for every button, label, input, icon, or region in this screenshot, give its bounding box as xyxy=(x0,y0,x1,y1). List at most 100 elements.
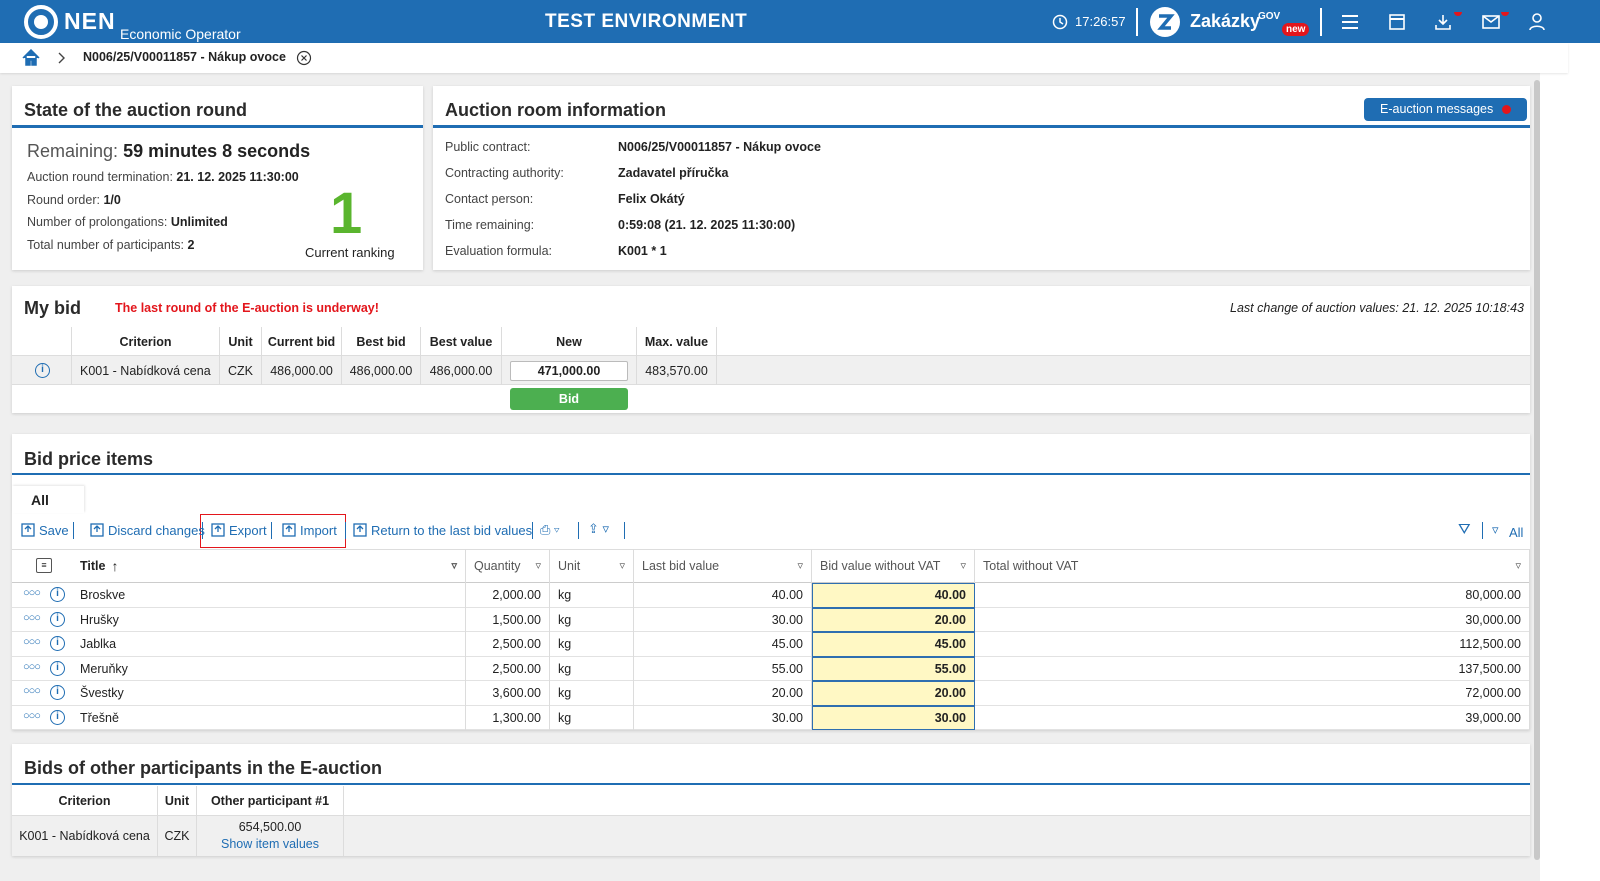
button-label: Export xyxy=(229,523,267,538)
cell: 20.00 xyxy=(634,681,812,706)
show-items-link[interactable]: Show item values xyxy=(221,837,319,851)
row-value: 21. 12. 2025 11:30:00 xyxy=(176,170,299,184)
info-icon[interactable]: i xyxy=(50,709,65,725)
column-header[interactable]: Quantity ▿ xyxy=(466,549,550,583)
filter-icon[interactable]: ⛛ xyxy=(1458,521,1471,538)
table-row xyxy=(12,632,1530,657)
new-bid-input[interactable]: 471,000.00 xyxy=(510,360,628,381)
row-value: N006/25/V00011857 - Nákup ovoce xyxy=(618,140,821,154)
tab[interactable]: All xyxy=(12,486,84,513)
bid-input[interactable]: 30.00 xyxy=(812,705,975,730)
column-header[interactable]: Title ↑ ▿ xyxy=(72,549,466,583)
brand[interactable]: Zakázky xyxy=(1190,11,1261,31)
more-icon[interactable]: ○○○ xyxy=(23,709,41,722)
save-button[interactable]: Save xyxy=(20,522,69,538)
column-header: Criterion xyxy=(72,327,220,356)
column-filter[interactable]: ▿ xyxy=(535,560,541,572)
scrollbar[interactable] xyxy=(1534,80,1540,860)
column-header[interactable]: Unit ▿ xyxy=(550,549,634,583)
bid-input[interactable]: 55.00 xyxy=(812,656,975,681)
row-label: Auction round termination: xyxy=(27,170,173,184)
row-value: K001 * 1 xyxy=(618,244,667,258)
cell: 30,000.00 xyxy=(975,607,1530,632)
more-icon[interactable]: ○○○ xyxy=(23,685,41,697)
home-icon[interactable] xyxy=(22,49,40,66)
column-filter[interactable]: ▿ xyxy=(797,560,803,572)
column-filter[interactable]: ▿ xyxy=(619,560,625,572)
close-icon[interactable] xyxy=(296,50,312,66)
column-filter[interactable]: ▿ xyxy=(1515,560,1521,572)
cell: kg xyxy=(550,583,634,608)
cell: kg xyxy=(550,656,634,681)
brand-sup: GOV xyxy=(1258,11,1281,22)
cell: Broskve xyxy=(72,583,466,608)
button-label: E-auction messages xyxy=(1380,102,1494,116)
cell: kg xyxy=(550,607,634,632)
header-icons[interactable] xyxy=(1340,12,1550,32)
row-label: Contracting authority: xyxy=(445,166,564,180)
bid-input[interactable]: 40.00 xyxy=(812,583,975,608)
row-value: Felix Okátý xyxy=(618,192,685,206)
logo-text[interactable]: NEN xyxy=(64,8,116,34)
print-button[interactable]: ⎙ ▿ xyxy=(540,522,560,537)
remaining-value: 59 minutes 8 seconds xyxy=(123,141,311,161)
row-label: Contact person: xyxy=(445,192,534,206)
return-button[interactable]: Return to the last bid values xyxy=(352,522,532,538)
row-value: 1/0 xyxy=(103,192,121,207)
table-row xyxy=(12,816,1530,856)
toolbar-separator xyxy=(345,522,346,539)
column-title: Total without VAT xyxy=(983,559,1079,573)
settings-icon[interactable]: ≡ xyxy=(36,558,52,573)
ranking: 1 xyxy=(330,181,363,246)
column-header[interactable]: Last bid value ▿ xyxy=(634,549,812,583)
panel-title: Auction room information xyxy=(445,100,666,120)
breadcrumb-item[interactable]: N006/25/V00011857 - Nákup ovoce xyxy=(83,50,286,64)
bid-button[interactable]: Bid xyxy=(510,388,628,410)
toolbar-icon xyxy=(282,523,296,537)
state-panel: State of the auction round Remaining: 59… xyxy=(12,86,423,270)
column-filter[interactable]: ▿ xyxy=(451,560,457,572)
discard-button[interactable]: Discard changes xyxy=(89,522,205,538)
cell: kg xyxy=(550,632,634,657)
toolbar-separator xyxy=(73,522,74,539)
cell: 30.00 xyxy=(634,705,812,730)
row-value: Unlimited xyxy=(170,215,228,229)
toolbar-icon xyxy=(353,523,367,537)
column-header: Best value xyxy=(421,327,502,356)
column-header[interactable]: Bid value without VAT ▿ xyxy=(812,549,975,583)
more-icon[interactable]: ○○○ xyxy=(23,636,41,648)
import-button[interactable]: Import xyxy=(281,522,337,538)
row-value: Zadavatel příručka xyxy=(618,166,729,180)
more-icon[interactable]: ○○○ xyxy=(23,660,41,673)
info-icon[interactable]: i xyxy=(50,636,65,651)
more-icon[interactable]: ○○○ xyxy=(23,587,41,599)
info-icon[interactable]: i xyxy=(50,611,65,627)
panel-title: Bids of other participants in the E-auct… xyxy=(24,758,383,778)
share-button[interactable]: ⇪ ▿ xyxy=(588,521,610,536)
table-row xyxy=(12,583,1530,608)
cell: kg xyxy=(550,705,634,730)
bid-input[interactable]: 20.00 xyxy=(812,607,975,632)
cell: Hrušky xyxy=(72,607,466,632)
export-button[interactable]: Export xyxy=(210,522,267,538)
info-icon[interactable]: i xyxy=(35,363,50,378)
bid-input[interactable]: 20.00 xyxy=(812,681,975,706)
column-filter[interactable]: ▿ xyxy=(960,560,966,572)
info-icon[interactable]: i xyxy=(50,685,65,700)
filter-arrow[interactable]: ▿ xyxy=(1492,522,1499,537)
column-title: Bid value without VAT xyxy=(820,559,941,573)
info-icon[interactable]: i xyxy=(50,660,65,676)
cell: 137,500.00 xyxy=(975,656,1530,681)
bid-input[interactable]: 45.00 xyxy=(812,632,975,657)
cell: 40.00 xyxy=(634,583,812,608)
filter-all[interactable]: All xyxy=(1509,525,1524,540)
messages-button[interactable]: E-auction messages xyxy=(1364,98,1527,121)
cell: K001 - Nabídková cena xyxy=(12,816,158,856)
column-header[interactable]: Total without VAT ▿ xyxy=(975,549,1530,583)
panel-title: Bid price items xyxy=(24,449,154,469)
toolbar-separator xyxy=(1482,522,1483,539)
more-icon[interactable]: ○○○ xyxy=(23,611,41,624)
info-icon[interactable]: i xyxy=(50,587,65,602)
cell: CZK xyxy=(220,356,262,385)
title-underline xyxy=(12,125,423,128)
